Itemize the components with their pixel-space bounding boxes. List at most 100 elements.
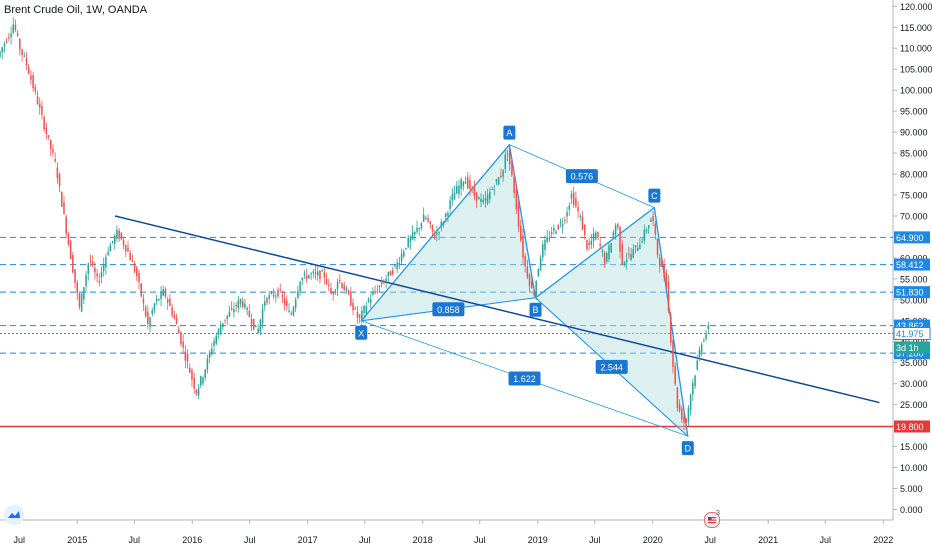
- candle-body[interactable]: [16, 33, 19, 36]
- candle-body[interactable]: [19, 39, 21, 50]
- candle-body[interactable]: [354, 307, 357, 309]
- candle-body[interactable]: [537, 269, 540, 276]
- candle-body[interactable]: [14, 24, 17, 31]
- pattern-point-badge[interactable]: [648, 188, 661, 203]
- candle-body[interactable]: [645, 230, 648, 232]
- candle-body[interactable]: [500, 175, 502, 178]
- candle-body[interactable]: [544, 239, 546, 250]
- candle-body[interactable]: [506, 153, 509, 155]
- candle-body[interactable]: [288, 310, 290, 313]
- candle-body[interactable]: [166, 299, 169, 303]
- candle-body[interactable]: [235, 304, 237, 307]
- candle-body[interactable]: [625, 259, 628, 263]
- candle-body[interactable]: [636, 248, 639, 251]
- candle-body[interactable]: [133, 263, 136, 272]
- candle-body[interactable]: [8, 37, 10, 39]
- candle-body[interactable]: [345, 288, 348, 291]
- candle-body[interactable]: [475, 192, 478, 202]
- candle-body[interactable]: [674, 365, 676, 385]
- candle-body[interactable]: [367, 299, 370, 302]
- candle-body[interactable]: [193, 377, 195, 389]
- candle-body[interactable]: [350, 293, 352, 306]
- candle-body[interactable]: [411, 232, 414, 240]
- candle-body[interactable]: [118, 230, 120, 239]
- candle-body[interactable]: [464, 181, 467, 184]
- candle-body[interactable]: [661, 259, 663, 267]
- candle-body[interactable]: [489, 191, 491, 200]
- candle-body[interactable]: [25, 58, 28, 66]
- candle-body[interactable]: [352, 302, 354, 311]
- candle-body[interactable]: [396, 262, 398, 270]
- candle-body[interactable]: [365, 306, 368, 314]
- candle-body[interactable]: [553, 228, 555, 231]
- candle-body[interactable]: [528, 274, 531, 287]
- candle-body[interactable]: [153, 303, 156, 311]
- candle-body[interactable]: [422, 214, 425, 222]
- candle-body[interactable]: [36, 96, 39, 105]
- ratio-badge[interactable]: [508, 371, 541, 386]
- candle-body[interactable]: [431, 224, 434, 232]
- candle-body[interactable]: [264, 301, 266, 306]
- candle-body[interactable]: [678, 404, 681, 411]
- candle-body[interactable]: [186, 353, 189, 362]
- candle-body[interactable]: [652, 215, 654, 222]
- candle-body[interactable]: [113, 235, 116, 244]
- candle-body[interactable]: [391, 270, 394, 275]
- candle-body[interactable]: [316, 271, 319, 276]
- candle-body[interactable]: [23, 55, 26, 57]
- candle-body[interactable]: [650, 219, 652, 222]
- candle-body[interactable]: [614, 225, 617, 235]
- candle-body[interactable]: [689, 394, 692, 411]
- candle-body[interactable]: [290, 313, 293, 315]
- candle-body[interactable]: [685, 419, 687, 423]
- candle-body[interactable]: [647, 225, 650, 229]
- candle-body[interactable]: [455, 186, 458, 194]
- candle-body[interactable]: [297, 290, 299, 298]
- candle-body[interactable]: [539, 257, 542, 271]
- candle-body[interactable]: [504, 154, 507, 169]
- tradingview-logo-icon[interactable]: [4, 505, 24, 525]
- candle-body[interactable]: [175, 317, 178, 324]
- candle-body[interactable]: [63, 202, 65, 214]
- candle-body[interactable]: [707, 325, 710, 330]
- candle-body[interactable]: [535, 281, 537, 297]
- candle-body[interactable]: [215, 335, 218, 344]
- candle-body[interactable]: [109, 244, 112, 252]
- candle-body[interactable]: [241, 301, 244, 307]
- candle-body[interactable]: [594, 232, 597, 240]
- candle-body[interactable]: [275, 295, 277, 297]
- candle-body[interactable]: [511, 160, 513, 176]
- candle-body[interactable]: [599, 243, 601, 247]
- candle-body[interactable]: [120, 232, 123, 240]
- candle-body[interactable]: [372, 292, 374, 295]
- candle-body[interactable]: [610, 243, 612, 253]
- us-flag-icon[interactable]: [704, 512, 720, 528]
- candle-body[interactable]: [321, 270, 323, 272]
- candle-body[interactable]: [347, 290, 350, 295]
- candle-body[interactable]: [67, 233, 70, 245]
- candle-body[interactable]: [140, 283, 142, 297]
- candle-body[interactable]: [385, 278, 387, 281]
- candle-body[interactable]: [41, 106, 43, 115]
- candle-body[interactable]: [694, 375, 696, 387]
- candle-body[interactable]: [301, 277, 304, 281]
- trendline[interactable]: [114, 215, 880, 404]
- candle-body[interactable]: [639, 244, 641, 250]
- candle-body[interactable]: [425, 217, 427, 219]
- candle-body[interactable]: [658, 257, 661, 267]
- candle-body[interactable]: [292, 307, 295, 316]
- candle-body[interactable]: [698, 350, 701, 359]
- candle-body[interactable]: [409, 237, 412, 243]
- candle-body[interactable]: [407, 238, 409, 247]
- candle-body[interactable]: [586, 240, 588, 250]
- candle-body[interactable]: [222, 323, 224, 328]
- candle-body[interactable]: [107, 251, 109, 255]
- candle-body[interactable]: [592, 233, 595, 242]
- candle-body[interactable]: [217, 329, 220, 334]
- candle-body[interactable]: [484, 198, 487, 201]
- candle-body[interactable]: [228, 311, 231, 317]
- candle-body[interactable]: [502, 169, 504, 177]
- pattern-point-badge[interactable]: [503, 125, 516, 140]
- candle-body[interactable]: [80, 293, 83, 312]
- candle-body[interactable]: [692, 382, 694, 395]
